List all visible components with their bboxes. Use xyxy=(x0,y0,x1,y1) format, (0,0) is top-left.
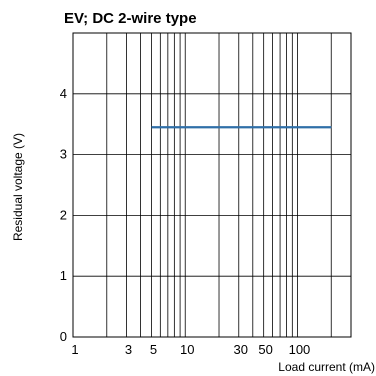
chart-title: EV; DC 2-wire type xyxy=(64,10,197,27)
x-tick-label: 100 xyxy=(289,342,311,357)
y-axis-label: Residual voltage (V) xyxy=(11,133,25,241)
x-tick-label: 1 xyxy=(71,342,78,357)
y-tick-label: 3 xyxy=(60,147,67,162)
y-tick-label: 0 xyxy=(60,329,67,344)
plot-frame xyxy=(72,32,352,338)
x-tick-label: 10 xyxy=(180,342,194,357)
x-axis-label: Load current (mA) xyxy=(278,360,375,374)
grid xyxy=(72,32,352,338)
x-tick-label: 50 xyxy=(258,342,272,357)
x-tick-label: 3 xyxy=(125,342,132,357)
x-tick-label: 30 xyxy=(234,342,248,357)
y-tick-label: 2 xyxy=(60,207,67,222)
y-tick-label: 4 xyxy=(60,86,67,101)
y-tick-label: 1 xyxy=(60,268,67,283)
x-tick-label: 5 xyxy=(150,342,157,357)
